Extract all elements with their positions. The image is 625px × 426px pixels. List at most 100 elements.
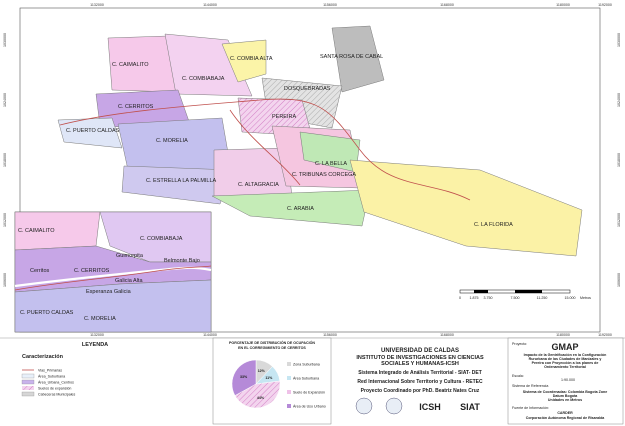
label: C. CAIMALITO (18, 228, 55, 234)
label: Sistema de Coordenadas: Colombia Bogota … (523, 390, 607, 394)
label: 1144000 (203, 333, 217, 337)
legend-swatch (21, 391, 35, 397)
zone (331, 25, 385, 93)
label: Área Suburbana (293, 377, 319, 381)
label: Área de Uso Urbano (293, 405, 326, 409)
label: 11.250 (537, 296, 548, 300)
road (59, 98, 471, 201)
zone (221, 39, 267, 83)
label: 1168000 (440, 3, 454, 7)
label: Suelos de expansión (38, 387, 71, 391)
label: 1018000 (617, 153, 621, 167)
pie-slice (234, 380, 281, 409)
label: 1.875 (470, 296, 479, 300)
label: Galicia Alta (115, 278, 143, 284)
scale-rect (474, 290, 488, 293)
label: 1156000 (323, 333, 337, 337)
label: CARDER (557, 411, 573, 415)
logo (355, 397, 373, 415)
label: Proyecto: (512, 342, 527, 346)
label: C. ALTAGRACIA (238, 182, 279, 188)
label: Sistema de Referencia (512, 384, 548, 388)
label: Proyecto Coordinado por PhD. Beatriz Nat… (361, 388, 480, 394)
label: 1144000 (203, 3, 217, 7)
label: 1168000 (440, 333, 454, 337)
river (14, 266, 212, 288)
label: 1024000 (3, 93, 7, 107)
label: C. COMBIABAJA (182, 76, 225, 82)
legend-swatch (21, 373, 35, 379)
label: 1030000 (617, 33, 621, 47)
label: GMAP (552, 342, 579, 352)
label: Suelo de Expansión (293, 391, 325, 395)
label: 1006000 (617, 273, 621, 287)
label: Caracterización (22, 354, 64, 360)
chart-title: PORCENTAJE DE DISTRIBUCIÓN DE OCUPACIÓN E… (229, 340, 315, 350)
label: SANTA ROSA DE CABAL (320, 54, 383, 60)
label: Vias_Primarias (38, 369, 62, 373)
zone (14, 279, 212, 333)
label: Impacto de la Gentrificación en la Confi… (524, 353, 607, 357)
label: LEYENDA (82, 342, 108, 348)
label: Sistema Integrado de Análisis Territoria… (358, 370, 482, 376)
label: Área_Urbana_Centros (38, 381, 74, 385)
label: C. MORELIA (84, 316, 116, 322)
logo (385, 397, 403, 415)
label: C. CERRITOS (74, 268, 110, 274)
label: 0 (459, 296, 461, 300)
label: 1192000 (598, 3, 612, 7)
label: 1156000 (323, 3, 337, 7)
label: 1006000 (3, 273, 7, 287)
label: Pereira con Proyección a los planes de (532, 361, 599, 365)
zone (121, 165, 233, 205)
label: 15.000 (565, 296, 576, 300)
label: ICSH (419, 402, 441, 412)
label: C. LA FLORIDA (474, 222, 513, 228)
label: Unidades en Metros (548, 398, 582, 402)
legend-swatch (287, 362, 291, 366)
legend-swatch (287, 376, 291, 380)
label: C. ARABIA (287, 206, 314, 212)
label: INSTITUTO DE INVESTIGACIONES EN CIENCIAS (356, 355, 484, 361)
label: Área_Suburbana (38, 375, 65, 379)
label: Rururbana de las Ciudades de Manizales y (529, 357, 602, 361)
pie-slice (231, 359, 257, 396)
label: 1012000 (3, 213, 7, 227)
label: 44% (257, 396, 265, 400)
road (229, 109, 301, 186)
label: C. CAIMALITO (112, 62, 149, 68)
legend-swatch (287, 390, 291, 394)
label: 3.750 (484, 296, 493, 300)
label: Red Internacional Sobre Territorio y Cul… (357, 379, 483, 385)
legend-swatch (22, 386, 34, 390)
road (14, 265, 212, 291)
label: 1012000 (617, 213, 621, 227)
label: Cerritos (30, 268, 50, 274)
label: C. MORELIA (156, 138, 188, 144)
main-map (57, 25, 583, 257)
label: 1030000 (3, 33, 7, 47)
label: 33% (240, 375, 248, 379)
label: Fuente de Información: (512, 406, 549, 410)
label: 11% (265, 376, 273, 380)
label: SIAT (460, 402, 480, 412)
label: Corporación Autónoma Regional de Risaral… (526, 416, 606, 420)
label: C. ESTRELLA LA PALMILLA (146, 178, 217, 184)
zone (349, 159, 583, 257)
label: SOCIALES Y HUMANAS-ICSH (381, 361, 459, 367)
label: 1180000 (556, 3, 570, 7)
zone (57, 117, 123, 149)
label: 7.500 (511, 296, 520, 300)
label: 1180000 (556, 333, 570, 337)
legend-swatch (287, 404, 291, 408)
label: C. CERRITOS (118, 104, 154, 110)
label: C. PUERTO CALDAS (20, 310, 74, 316)
label: Belmonte Bajo (164, 258, 200, 264)
label: Metros (580, 296, 591, 300)
label: Guimorpita (116, 253, 144, 259)
label: 1024000 (617, 93, 621, 107)
label: C. COMBIA ALTA (230, 56, 273, 62)
label: 1018000 (3, 153, 7, 167)
label: PEREIRA (272, 114, 296, 120)
label: Escala: (512, 374, 524, 378)
